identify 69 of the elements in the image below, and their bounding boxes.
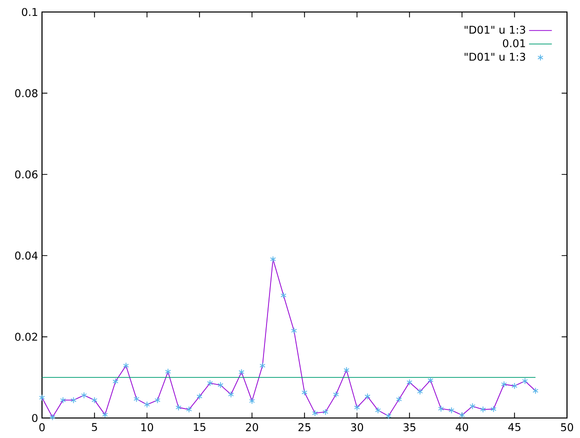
y-tick-label: 0.02 [15,332,38,341]
point [176,404,182,411]
point [291,327,297,334]
point [512,382,518,390]
point [123,362,129,369]
point [386,412,392,420]
point [70,396,76,404]
point [522,378,528,384]
point [134,396,140,402]
x-tick-label: 25 [298,423,310,432]
point [196,393,202,400]
x-tick-label: 20 [246,423,258,432]
point [102,411,108,418]
point [207,380,213,386]
x-tick-label: 10 [141,423,154,432]
point [532,387,538,394]
point [186,406,192,413]
point [333,391,339,398]
point [280,292,286,299]
point [490,406,496,412]
point [165,368,171,376]
x-tick-label: 5 [92,423,97,432]
x-tick-label: 15 [194,423,206,432]
point [396,396,402,403]
point [154,396,160,404]
point [238,368,244,376]
x-tick-label: 40 [456,423,468,432]
line-series [42,258,536,418]
point [364,393,370,400]
x-tick-label: 35 [404,423,416,432]
point [406,378,412,386]
point [92,396,98,404]
point [50,414,56,421]
y-tick-label: 0.08 [15,89,38,98]
point [144,401,150,408]
y-tick-label: 0.04 [15,252,38,260]
point [375,406,381,414]
x-tick-label: 45 [508,423,520,432]
y-tick-label: 0.06 [15,170,38,178]
legend-label: 0.01 [502,39,526,48]
point [249,398,255,404]
point [270,256,276,263]
y-tick-label: 0 [32,414,38,422]
point [260,362,266,369]
point [480,406,486,413]
point [354,404,360,411]
x-tick-label: 50 [561,423,574,432]
y-tick-label: 0.1 [22,8,38,16]
point [39,394,45,402]
point [60,396,66,404]
point [459,412,465,418]
point [344,366,350,374]
point [417,388,423,395]
legend-label: "D01" u 1:3 [464,26,526,34]
point [228,391,234,398]
point [322,408,328,416]
point [448,406,454,414]
x-tick-label: 0 [39,423,45,432]
point [470,402,476,410]
legend-label: "D01" u 1:3 [464,52,526,61]
point [112,378,118,385]
point [501,380,507,388]
point [302,389,308,396]
point [312,410,318,416]
point [438,405,444,412]
x-tick-label: 30 [351,423,364,432]
point [218,382,224,388]
point [81,392,87,399]
point [428,376,434,384]
